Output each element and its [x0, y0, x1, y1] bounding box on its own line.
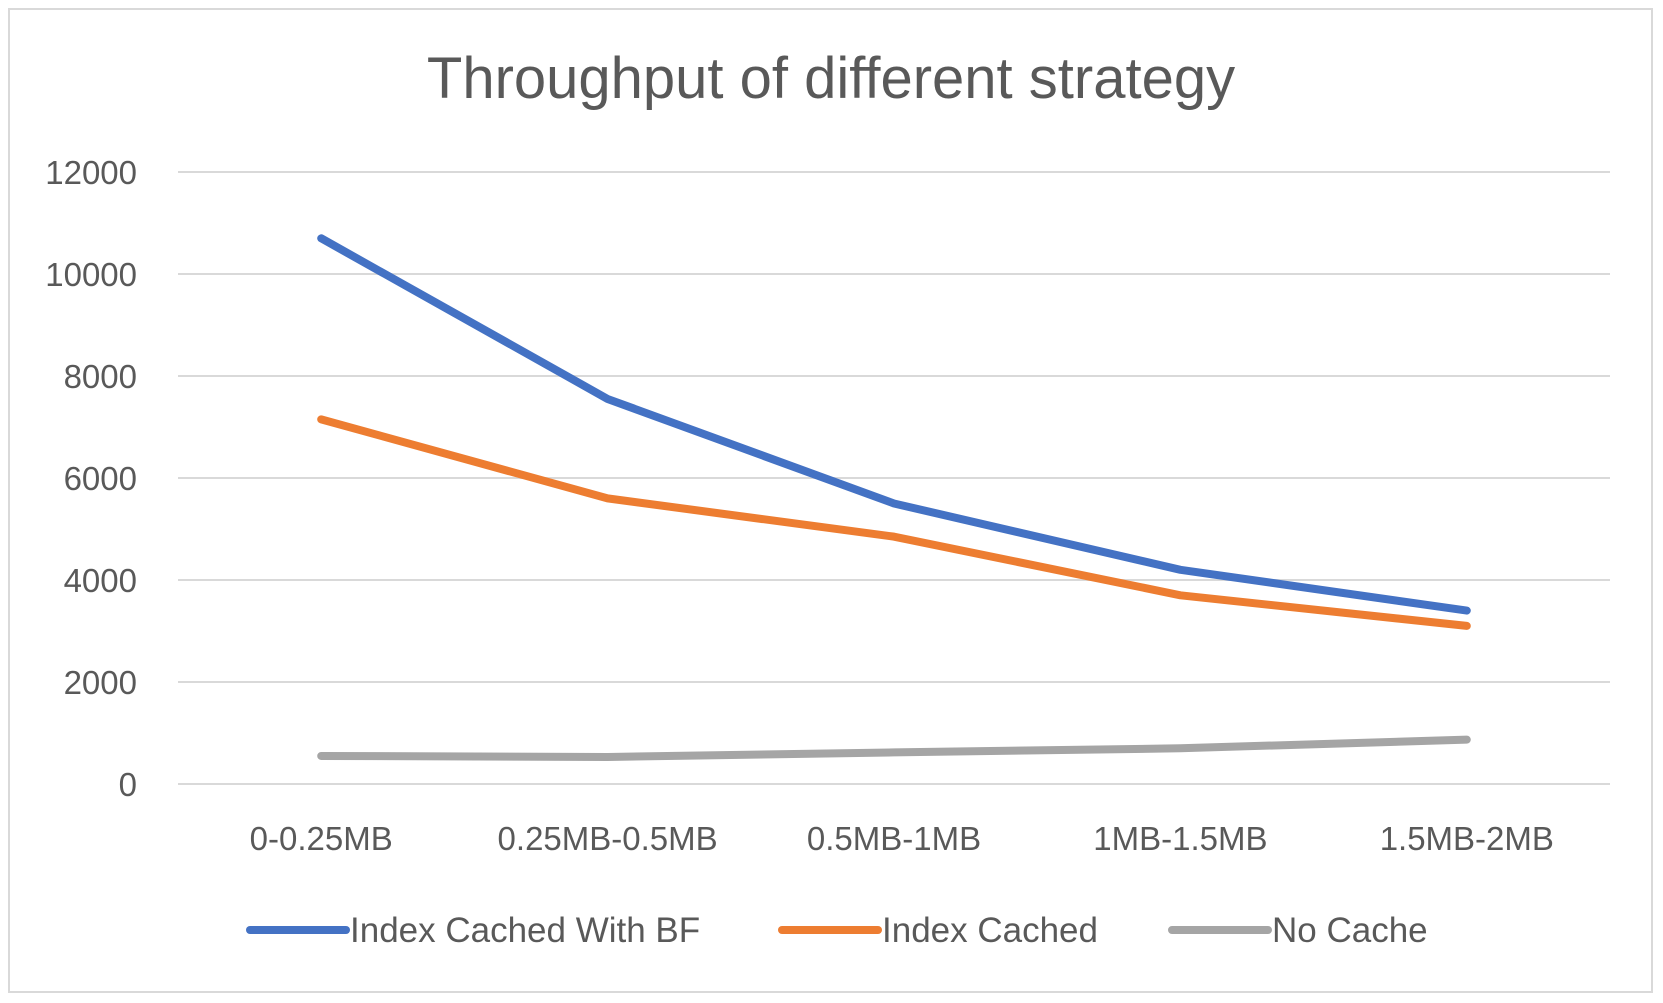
x-tick-label: 1.5MB-2MB — [1380, 820, 1554, 857]
chart-title: Throughput of different strategy — [427, 46, 1235, 111]
y-tick-label: 10000 — [45, 256, 137, 293]
gridlines — [178, 171, 1610, 785]
y-tick-label: 12000 — [45, 154, 137, 191]
x-axis-ticks: 0-0.25MB 0.25MB-0.5MB 0.5MB-1MB 1MB-1.5MB 1.… — [250, 820, 1554, 857]
series-line-0 — [317, 234, 1471, 615]
series-lines — [317, 234, 1471, 761]
x-tick-label: 0.5MB-1MB — [807, 820, 981, 857]
legend-label: Index Cached With BF — [350, 911, 700, 950]
y-axis-ticks: 0 2000 4000 6000 8000 10000 12000 — [45, 154, 137, 803]
legend: Index Cached With BF Index Cached No Cache — [246, 911, 1428, 950]
x-tick-label: 0.25MB-0.5MB — [498, 820, 718, 857]
series-line-2 — [317, 735, 1471, 761]
legend-label: Index Cached — [882, 911, 1098, 950]
x-tick-label: 0-0.25MB — [250, 820, 393, 857]
y-tick-label: 4000 — [64, 562, 137, 599]
x-tick-label: 1MB-1.5MB — [1093, 820, 1267, 857]
y-tick-label: 0 — [119, 766, 137, 803]
y-tick-label: 6000 — [64, 460, 137, 497]
series-line-1 — [317, 415, 1471, 630]
y-tick-label: 8000 — [64, 358, 137, 395]
legend-label: No Cache — [1272, 911, 1428, 950]
y-tick-label: 2000 — [64, 664, 137, 701]
